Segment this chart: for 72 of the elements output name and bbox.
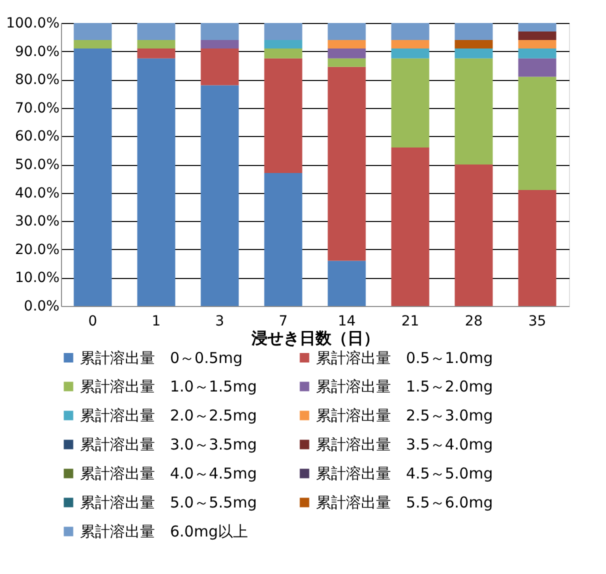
legend-label: 累計溶出量 2.0～2.5mg	[80, 406, 257, 424]
bar	[328, 260, 366, 306]
bar	[264, 58, 302, 173]
y-tick-label: 30.0%	[15, 214, 60, 230]
x-tick-label: 14	[338, 314, 356, 330]
bar	[200, 48, 239, 86]
x-tick-label: 3	[215, 314, 224, 330]
bar	[74, 48, 112, 306]
x-tick-label: 21	[401, 314, 420, 330]
bar	[518, 40, 556, 48]
bar	[328, 48, 366, 58]
bar	[518, 76, 556, 190]
y-tick-label: 100.0%	[6, 16, 60, 32]
bar	[74, 40, 112, 48]
y-tick-label: 50.0%	[15, 157, 60, 173]
bar	[264, 23, 302, 40]
bar	[518, 31, 556, 40]
y-tick-label: 40.0%	[15, 185, 60, 202]
bar	[518, 58, 556, 77]
bar	[391, 40, 430, 48]
bar	[328, 40, 366, 48]
bar	[74, 23, 112, 40]
legend-label: 累計溶出量 4.0～4.5mg	[80, 464, 257, 482]
x-tick-label: 0	[88, 314, 98, 330]
x-tick-label: 28	[464, 314, 483, 330]
bar	[518, 190, 556, 306]
y-tick-label: 90.0%	[15, 44, 60, 60]
legend-label: 累計溶出量 1.0～1.5mg	[80, 378, 257, 396]
legend-label: 累計溶出量 5.0～5.5mg	[80, 494, 257, 512]
bar	[200, 23, 239, 40]
y-tick-label: 10.0%	[15, 270, 60, 286]
bar	[391, 23, 430, 40]
bar	[454, 23, 493, 40]
x-axis-title: 浸せき日数（日）	[250, 328, 380, 348]
bar	[137, 40, 176, 48]
bar	[454, 58, 493, 164]
bar	[328, 23, 366, 40]
x-tick-label: 1	[152, 314, 161, 330]
bar	[391, 48, 430, 58]
y-tick-label: 20.0%	[15, 242, 60, 258]
bar	[454, 40, 493, 48]
bar	[200, 85, 239, 306]
y-tick-label: 70.0%	[15, 100, 60, 116]
bar	[264, 172, 302, 306]
bar	[518, 23, 556, 32]
legend-label: 累計溶出量 2.5～3.0mg	[316, 406, 493, 424]
bar	[328, 58, 366, 67]
legend-label: 累計溶出量 0.5～1.0mg	[316, 348, 493, 367]
legend-label: 累計溶出量 0～0.5mg	[80, 348, 243, 367]
legend-label: 累計溶出量 4.5～5.0mg	[316, 464, 493, 482]
bar	[200, 40, 239, 48]
bar	[264, 48, 302, 58]
bar	[391, 58, 430, 148]
x-tick-label: 35	[528, 314, 546, 330]
y-tick-label: 80.0%	[15, 72, 60, 88]
legend-label: 累計溶出量 5.5～6.0mg	[316, 494, 493, 512]
bar	[137, 58, 176, 306]
legend-label: 累計溶出量 1.5～2.0mg	[316, 378, 493, 396]
bar	[137, 23, 176, 40]
bar	[454, 164, 493, 306]
bar	[518, 48, 556, 58]
bar	[328, 66, 366, 261]
y-tick-label: 0.0%	[24, 298, 60, 314]
bar	[391, 148, 430, 306]
legend-label: 累計溶出量 3.5～4.0mg	[316, 436, 493, 454]
bar	[264, 40, 302, 48]
legend-label: 累計溶出量 6.0mg以上	[80, 522, 248, 540]
bar	[454, 48, 493, 58]
x-tick-label: 7	[278, 314, 288, 330]
legend-label: 累計溶出量 3.0～3.5mg	[80, 436, 257, 454]
y-tick-label: 60.0%	[15, 128, 60, 145]
bar	[137, 48, 176, 58]
